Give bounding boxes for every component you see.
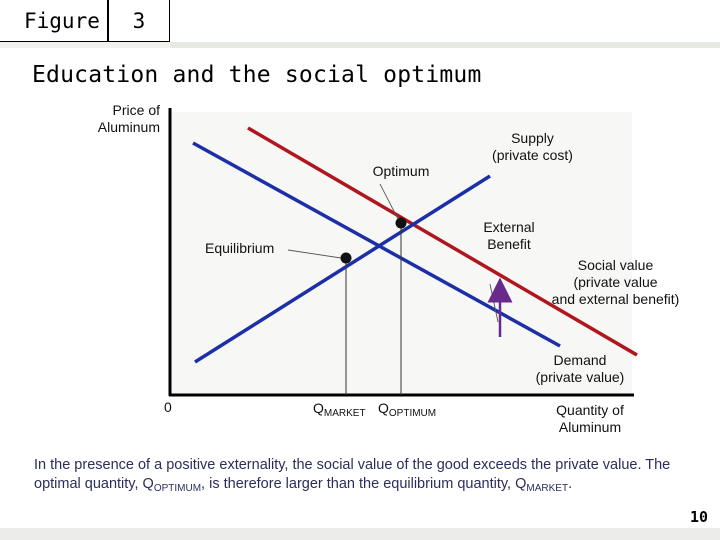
caption-part2: , is therefore larger than the equilibri… [201,476,527,492]
page-title: Education and the social optimum [32,62,482,88]
caption-part1: In the presence of a positive externalit… [34,457,671,492]
external-benefit-leader [489,283,499,323]
page-number: 10 [689,508,708,526]
caption-part3: . [568,476,573,492]
optimum-point [395,217,407,229]
figure-label: Figure [0,0,108,42]
q-optimum-main: Q [378,400,389,416]
q-market-main: Q [313,400,324,416]
external-benefit-label: External Benefit [470,219,548,253]
footer-band [0,528,720,540]
optimum-label: Optimum [372,163,430,179]
q-optimum-sub: OPTIMUM [388,408,437,419]
origin-label: 0 [164,399,172,415]
header-band [170,42,720,48]
optimum-leader [379,183,399,220]
caption-q-optimum-sub: OPTIMUM [153,483,202,494]
figure-caption: In the presence of a positive externalit… [34,456,674,498]
caption-q-market-sub: MARKET [526,483,569,494]
x-axis-label: Quantity of Aluminum [556,402,624,435]
equilibrium-leader [287,249,342,259]
equilibrium-label: Equilibrium [205,240,275,256]
social-value-curve [247,126,638,357]
y-axis-label: Price of Aluminum [97,102,160,135]
header-band-left [0,42,170,48]
social-value-label: Social value (private value and external… [551,257,680,307]
q-market-label: QMARKET [313,400,366,422]
supply-label: Supply (private cost) [492,130,573,163]
figure-number: 3 [108,0,170,42]
q-market-sub: MARKET [323,408,366,419]
supply-curve [194,174,491,364]
q-optimum-label: QOPTIMUM [378,400,436,422]
equilibrium-point [340,252,352,264]
demand-label: Demand (private value) [535,352,625,385]
